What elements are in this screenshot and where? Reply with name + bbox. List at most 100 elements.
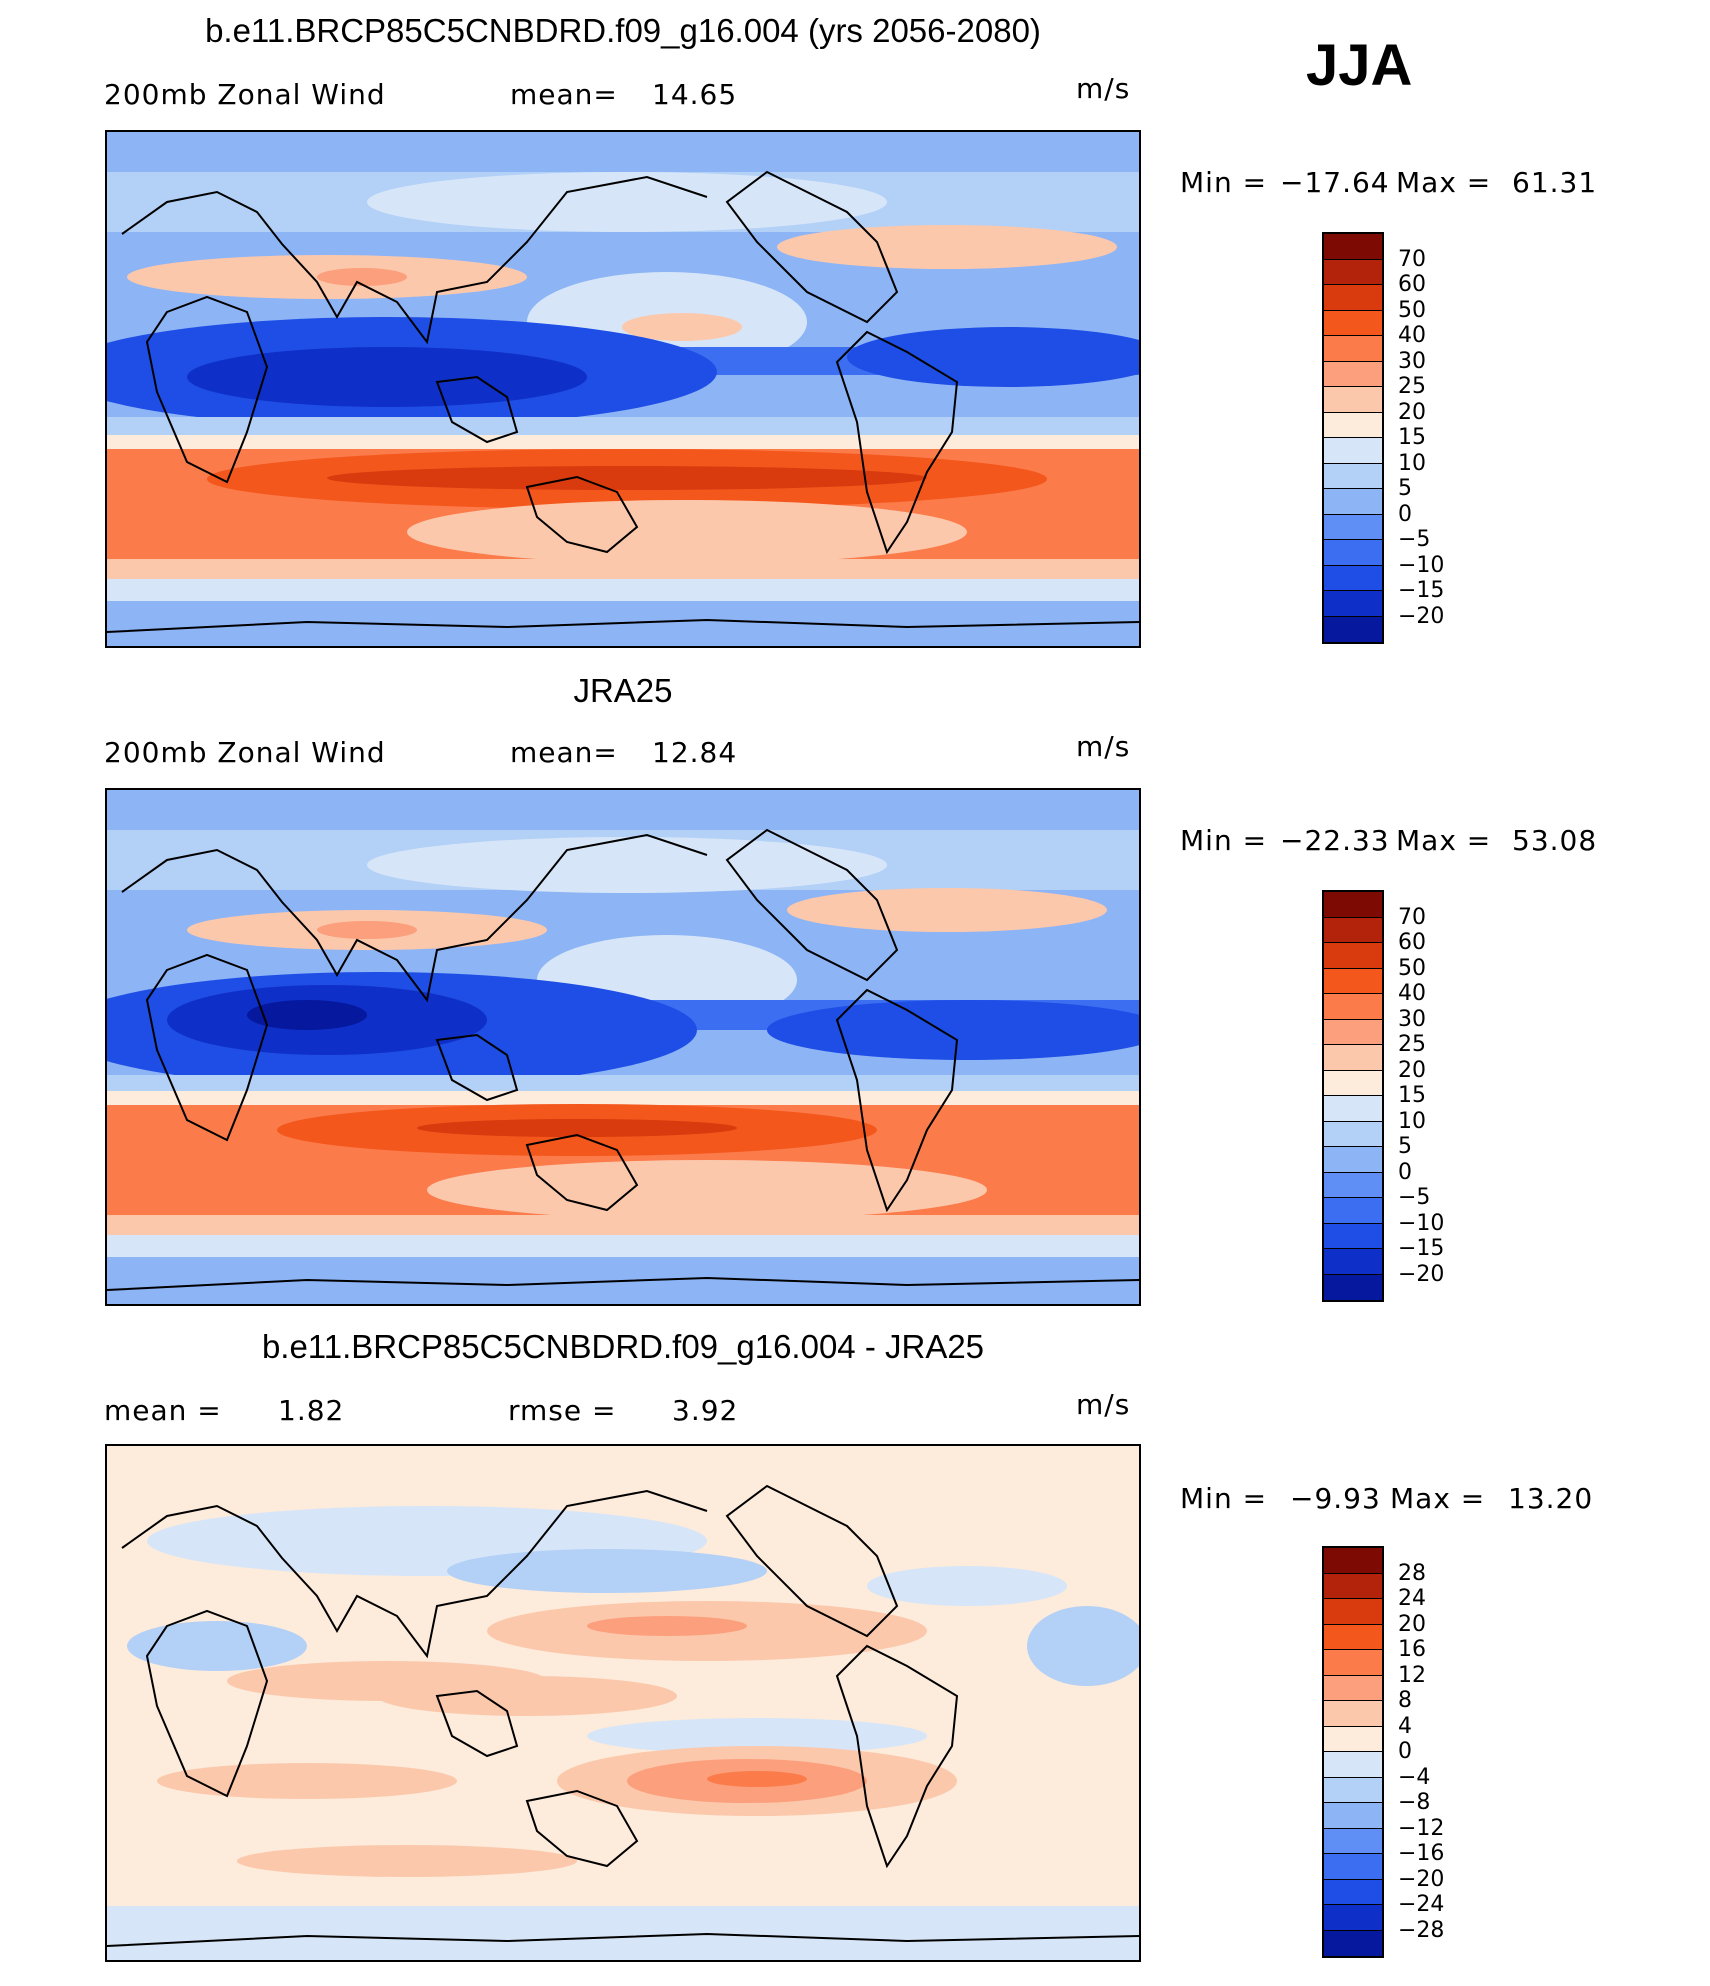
panel1-mean-value: 14.65 <box>652 78 738 111</box>
panel1-max-label: Max = <box>1396 166 1492 199</box>
panel1-min-value: −17.64 <box>1280 166 1390 199</box>
colorbar-swatch <box>1324 565 1382 591</box>
colorbar-swatch <box>1324 1573 1382 1599</box>
panel1-mean-label: mean= <box>510 78 618 111</box>
panel2-units: m/s <box>1076 730 1131 763</box>
colorbar-label: −20 <box>1398 603 1445 629</box>
colorbar-swatch <box>1324 1854 1382 1880</box>
colorbar-label: −16 <box>1398 1841 1445 1866</box>
colorbar-swatch <box>1324 1828 1382 1854</box>
colorbar-label: −20 <box>1398 1261 1445 1287</box>
colorbar-swatch <box>1324 1726 1382 1752</box>
colorbar-label: −8 <box>1398 1790 1431 1815</box>
panel1-min-label: Min = <box>1180 166 1268 199</box>
panel1-max-value: 61.31 <box>1512 166 1598 199</box>
panel2-mean-value: 12.84 <box>652 736 738 769</box>
panel3-min-label: Min = <box>1180 1482 1268 1515</box>
colorbar-swatch <box>1324 489 1382 515</box>
colorbar-swatch <box>1324 336 1382 362</box>
colorbar-label: 25 <box>1398 1032 1426 1057</box>
colorbar-label: −15 <box>1398 578 1445 603</box>
colorbar-label: 30 <box>1398 1006 1426 1032</box>
colorbar-swatch <box>1324 591 1382 617</box>
colorbar-swatch <box>1324 1121 1382 1147</box>
panel1-variable-label: 200mb Zonal Wind <box>104 78 386 111</box>
panel3-mean-label: mean = <box>104 1394 222 1427</box>
colorbar-label: 10 <box>1398 1108 1426 1134</box>
colorbar-label: 5 <box>1398 1134 1412 1159</box>
colorbar-label: 60 <box>1398 930 1426 955</box>
colorbar-swatch <box>1324 1701 1382 1727</box>
panel3-max-value: 13.20 <box>1508 1482 1594 1515</box>
colorbar-swatch <box>1324 917 1382 943</box>
panel2-map <box>105 788 1141 1306</box>
panel1-units: m/s <box>1076 72 1131 105</box>
colorbar-label: 8 <box>1398 1688 1412 1713</box>
colorbar-label: 40 <box>1398 323 1426 348</box>
panel2-title: JRA25 <box>573 672 673 709</box>
colorbar-swatch <box>1324 1548 1382 1574</box>
colorbar-swatch <box>1324 1905 1382 1931</box>
colorbar-swatch <box>1324 1198 1382 1224</box>
colorbar-label: 0 <box>1398 1159 1412 1185</box>
colorbar-swatch <box>1324 1675 1382 1701</box>
colorbar-label: 16 <box>1398 1637 1426 1662</box>
colorbar-label: 0 <box>1398 501 1412 527</box>
colorbar-swatch <box>1324 1879 1382 1905</box>
colorbar-swatch <box>1324 259 1382 285</box>
panel3-title: b.e11.BRCP85C5CNBDRD.f09_g16.004 - JRA25 <box>261 1328 985 1365</box>
colorbar-label: 15 <box>1398 1083 1426 1108</box>
colorbar-swatch <box>1324 1650 1382 1676</box>
panel3-max-label: Max = <box>1390 1482 1486 1515</box>
colorbar-label: −4 <box>1398 1764 1431 1790</box>
panel3-rmse-label: rmse = <box>508 1394 617 1427</box>
colorbar-swatch <box>1324 892 1382 918</box>
panel2-colorbar <box>1322 890 1384 1302</box>
colorbar-swatch <box>1324 1045 1382 1071</box>
colorbar-swatch <box>1324 1172 1382 1198</box>
colorbar-label: 20 <box>1398 1057 1426 1083</box>
panel3-min-value: −9.93 <box>1290 1482 1381 1515</box>
colorbar-label: 30 <box>1398 348 1426 374</box>
colorbar-label: 50 <box>1398 297 1426 323</box>
panel3-colorbar <box>1322 1546 1384 1958</box>
colorbar-swatch <box>1324 994 1382 1020</box>
colorbar-swatch <box>1324 1930 1382 1956</box>
panel2-max-value: 53.08 <box>1512 824 1598 857</box>
panel3-rmse-value: 3.92 <box>672 1394 739 1427</box>
colorbar-label: −28 <box>1398 1917 1445 1943</box>
colorbar-swatch <box>1324 1070 1382 1096</box>
panel2-mean-label: mean= <box>510 736 618 769</box>
panel1-colorbar <box>1322 232 1384 644</box>
colorbar-swatch <box>1324 616 1382 642</box>
colorbar-swatch <box>1324 412 1382 438</box>
colorbar-label: 0 <box>1398 1739 1412 1764</box>
colorbar-swatch <box>1324 438 1382 464</box>
colorbar-label: 20 <box>1398 399 1426 425</box>
colorbar-swatch <box>1324 234 1382 260</box>
colorbar-label: 70 <box>1398 904 1426 930</box>
colorbar-swatch <box>1324 1752 1382 1778</box>
colorbar-label: 70 <box>1398 246 1426 272</box>
colorbar-swatch <box>1324 1096 1382 1122</box>
colorbar-label: 28 <box>1398 1560 1426 1586</box>
colorbar-swatch <box>1324 1249 1382 1275</box>
colorbar-label: −5 <box>1398 1185 1431 1210</box>
colorbar-label: 20 <box>1398 1611 1426 1637</box>
panel2-variable-label: 200mb Zonal Wind <box>104 736 386 769</box>
colorbar-label: 24 <box>1398 1586 1426 1611</box>
colorbar-label: 60 <box>1398 272 1426 297</box>
colorbar-label: 40 <box>1398 981 1426 1006</box>
colorbar-label: −5 <box>1398 527 1431 552</box>
colorbar-label: −20 <box>1398 1866 1445 1892</box>
colorbar-swatch <box>1324 1147 1382 1173</box>
colorbar-swatch <box>1324 1019 1382 1045</box>
colorbar-label: 50 <box>1398 955 1426 981</box>
panel3-mean-value: 1.82 <box>278 1394 345 1427</box>
colorbar-label: −10 <box>1398 1210 1445 1236</box>
colorbar-swatch <box>1324 943 1382 969</box>
colorbar-swatch <box>1324 1803 1382 1829</box>
colorbar-label: 12 <box>1398 1662 1426 1688</box>
colorbar-swatch <box>1324 514 1382 540</box>
colorbar-swatch <box>1324 1274 1382 1300</box>
